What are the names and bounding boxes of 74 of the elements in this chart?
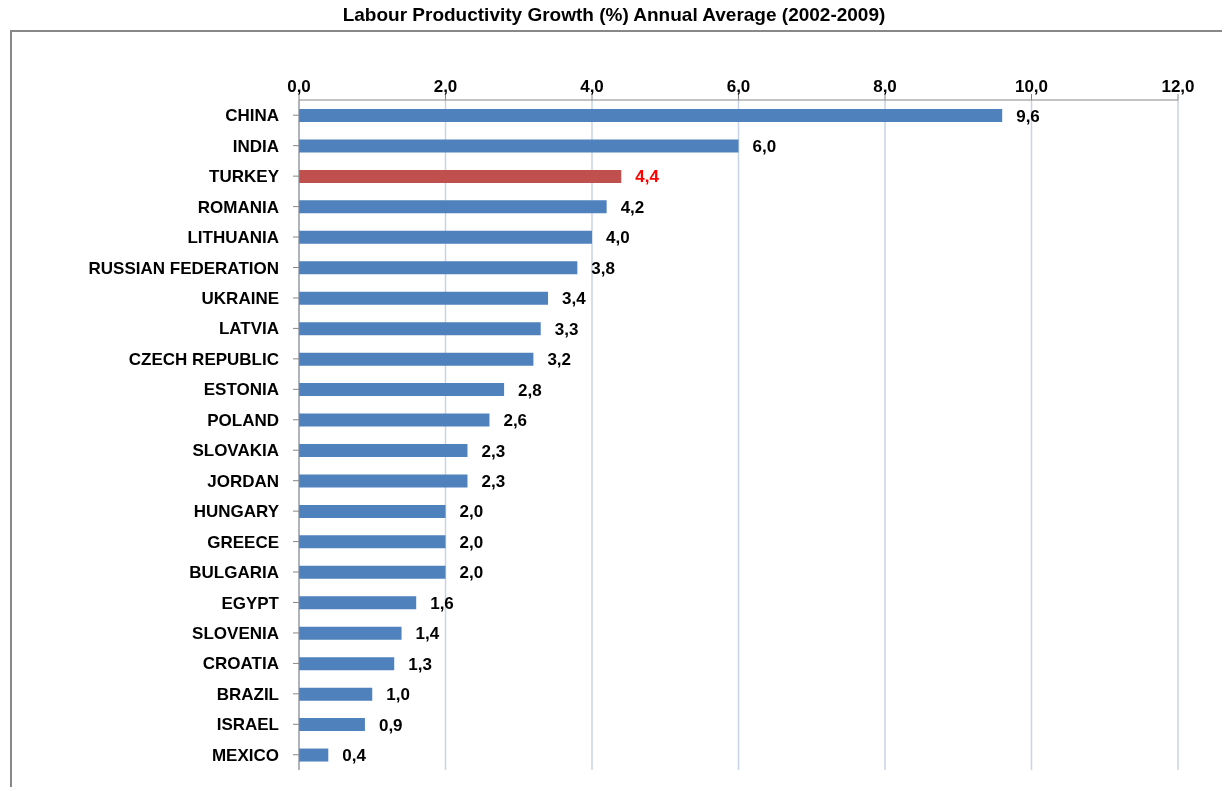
data-label: 4,4 <box>635 167 660 187</box>
bar <box>299 322 541 336</box>
y-tick-label: GREECE <box>207 532 279 552</box>
data-label: 2,6 <box>503 411 528 431</box>
bar <box>299 200 607 214</box>
bar <box>299 596 417 610</box>
data-label: 3,8 <box>591 258 615 278</box>
bar <box>299 718 365 732</box>
bar <box>299 687 373 701</box>
bar <box>299 535 446 549</box>
y-tick-label: POLAND <box>207 410 279 430</box>
y-tick-label: CZECH REPUBLIC <box>128 349 279 369</box>
data-label: 1,4 <box>415 624 440 644</box>
y-tick-label: HUNGARY <box>193 502 280 522</box>
bar <box>299 291 549 305</box>
bar <box>299 626 402 640</box>
bar <box>299 261 578 275</box>
data-label: 2,3 <box>481 441 506 461</box>
bar <box>299 139 739 153</box>
data-label: 4,2 <box>620 197 645 217</box>
bar <box>299 565 446 579</box>
y-tick-label: SLOVAKIA <box>192 441 279 461</box>
data-label: 1,0 <box>386 685 410 705</box>
y-tick-label: ROMANIA <box>197 197 279 217</box>
data-label: 0,4 <box>342 746 367 766</box>
data-label: 3,2 <box>547 350 572 370</box>
bar <box>299 352 534 366</box>
data-label: 2,3 <box>481 471 506 491</box>
y-tick-label: SLOVENIA <box>192 623 279 643</box>
bar <box>299 169 622 183</box>
data-label: 2,0 <box>459 563 484 583</box>
data-label: 2,0 <box>459 532 484 552</box>
y-tick-label: CHINA <box>225 106 279 126</box>
bar <box>299 748 329 762</box>
y-tick-label: JORDAN <box>207 471 279 491</box>
x-tick-label: 2,0 <box>433 77 458 96</box>
data-label: 4,0 <box>606 228 630 248</box>
data-label: 2,0 <box>459 502 484 522</box>
y-tick-label: MEXICO <box>211 745 279 765</box>
y-tick-label: ESTONIA <box>203 380 279 400</box>
y-tick-label: LATVIA <box>218 319 279 339</box>
bar <box>299 504 446 518</box>
y-tick-label: INDIA <box>232 136 279 156</box>
data-label: 6,0 <box>752 136 777 156</box>
data-label: 0,9 <box>378 715 403 735</box>
y-tick-label: BULGARIA <box>189 563 279 583</box>
x-tick-label: 8,0 <box>873 77 897 96</box>
bar <box>299 383 505 397</box>
chart-title: Labour Productivity Growth (%) Annual Average (2002-2009) <box>341 4 887 26</box>
y-tick-label: CROATIA <box>202 654 279 674</box>
data-label: 1,3 <box>408 654 432 674</box>
y-tick-label: ISRAEL <box>216 715 279 735</box>
data-label: 9,6 <box>1016 106 1040 126</box>
bar <box>299 474 468 488</box>
x-tick-label: 0,0 <box>287 77 311 96</box>
y-tick-label: LITHUANIA <box>187 228 279 248</box>
y-tick-label: UKRAINE <box>201 288 279 308</box>
data-label: 3,4 <box>562 289 587 309</box>
x-tick-label: 6,0 <box>726 77 751 96</box>
bar <box>299 657 395 671</box>
data-label: 2,8 <box>518 380 542 400</box>
y-tick-label: TURKEY <box>209 167 280 187</box>
bar <box>299 444 468 457</box>
x-tick-label: 4,0 <box>580 77 604 96</box>
data-label: 1,6 <box>430 593 454 613</box>
data-label: 3,3 <box>554 319 579 339</box>
y-tick-label: EGYPT <box>221 593 280 613</box>
y-tick-label: RUSSIAN FEDERATION <box>88 258 279 278</box>
bar <box>299 413 490 427</box>
bar <box>299 230 592 244</box>
x-tick-label: 10,0 <box>1014 77 1049 96</box>
x-tick-label: 12,0 <box>1161 77 1195 96</box>
bar <box>299 109 1003 122</box>
y-tick-label: BRAZIL <box>216 684 279 704</box>
